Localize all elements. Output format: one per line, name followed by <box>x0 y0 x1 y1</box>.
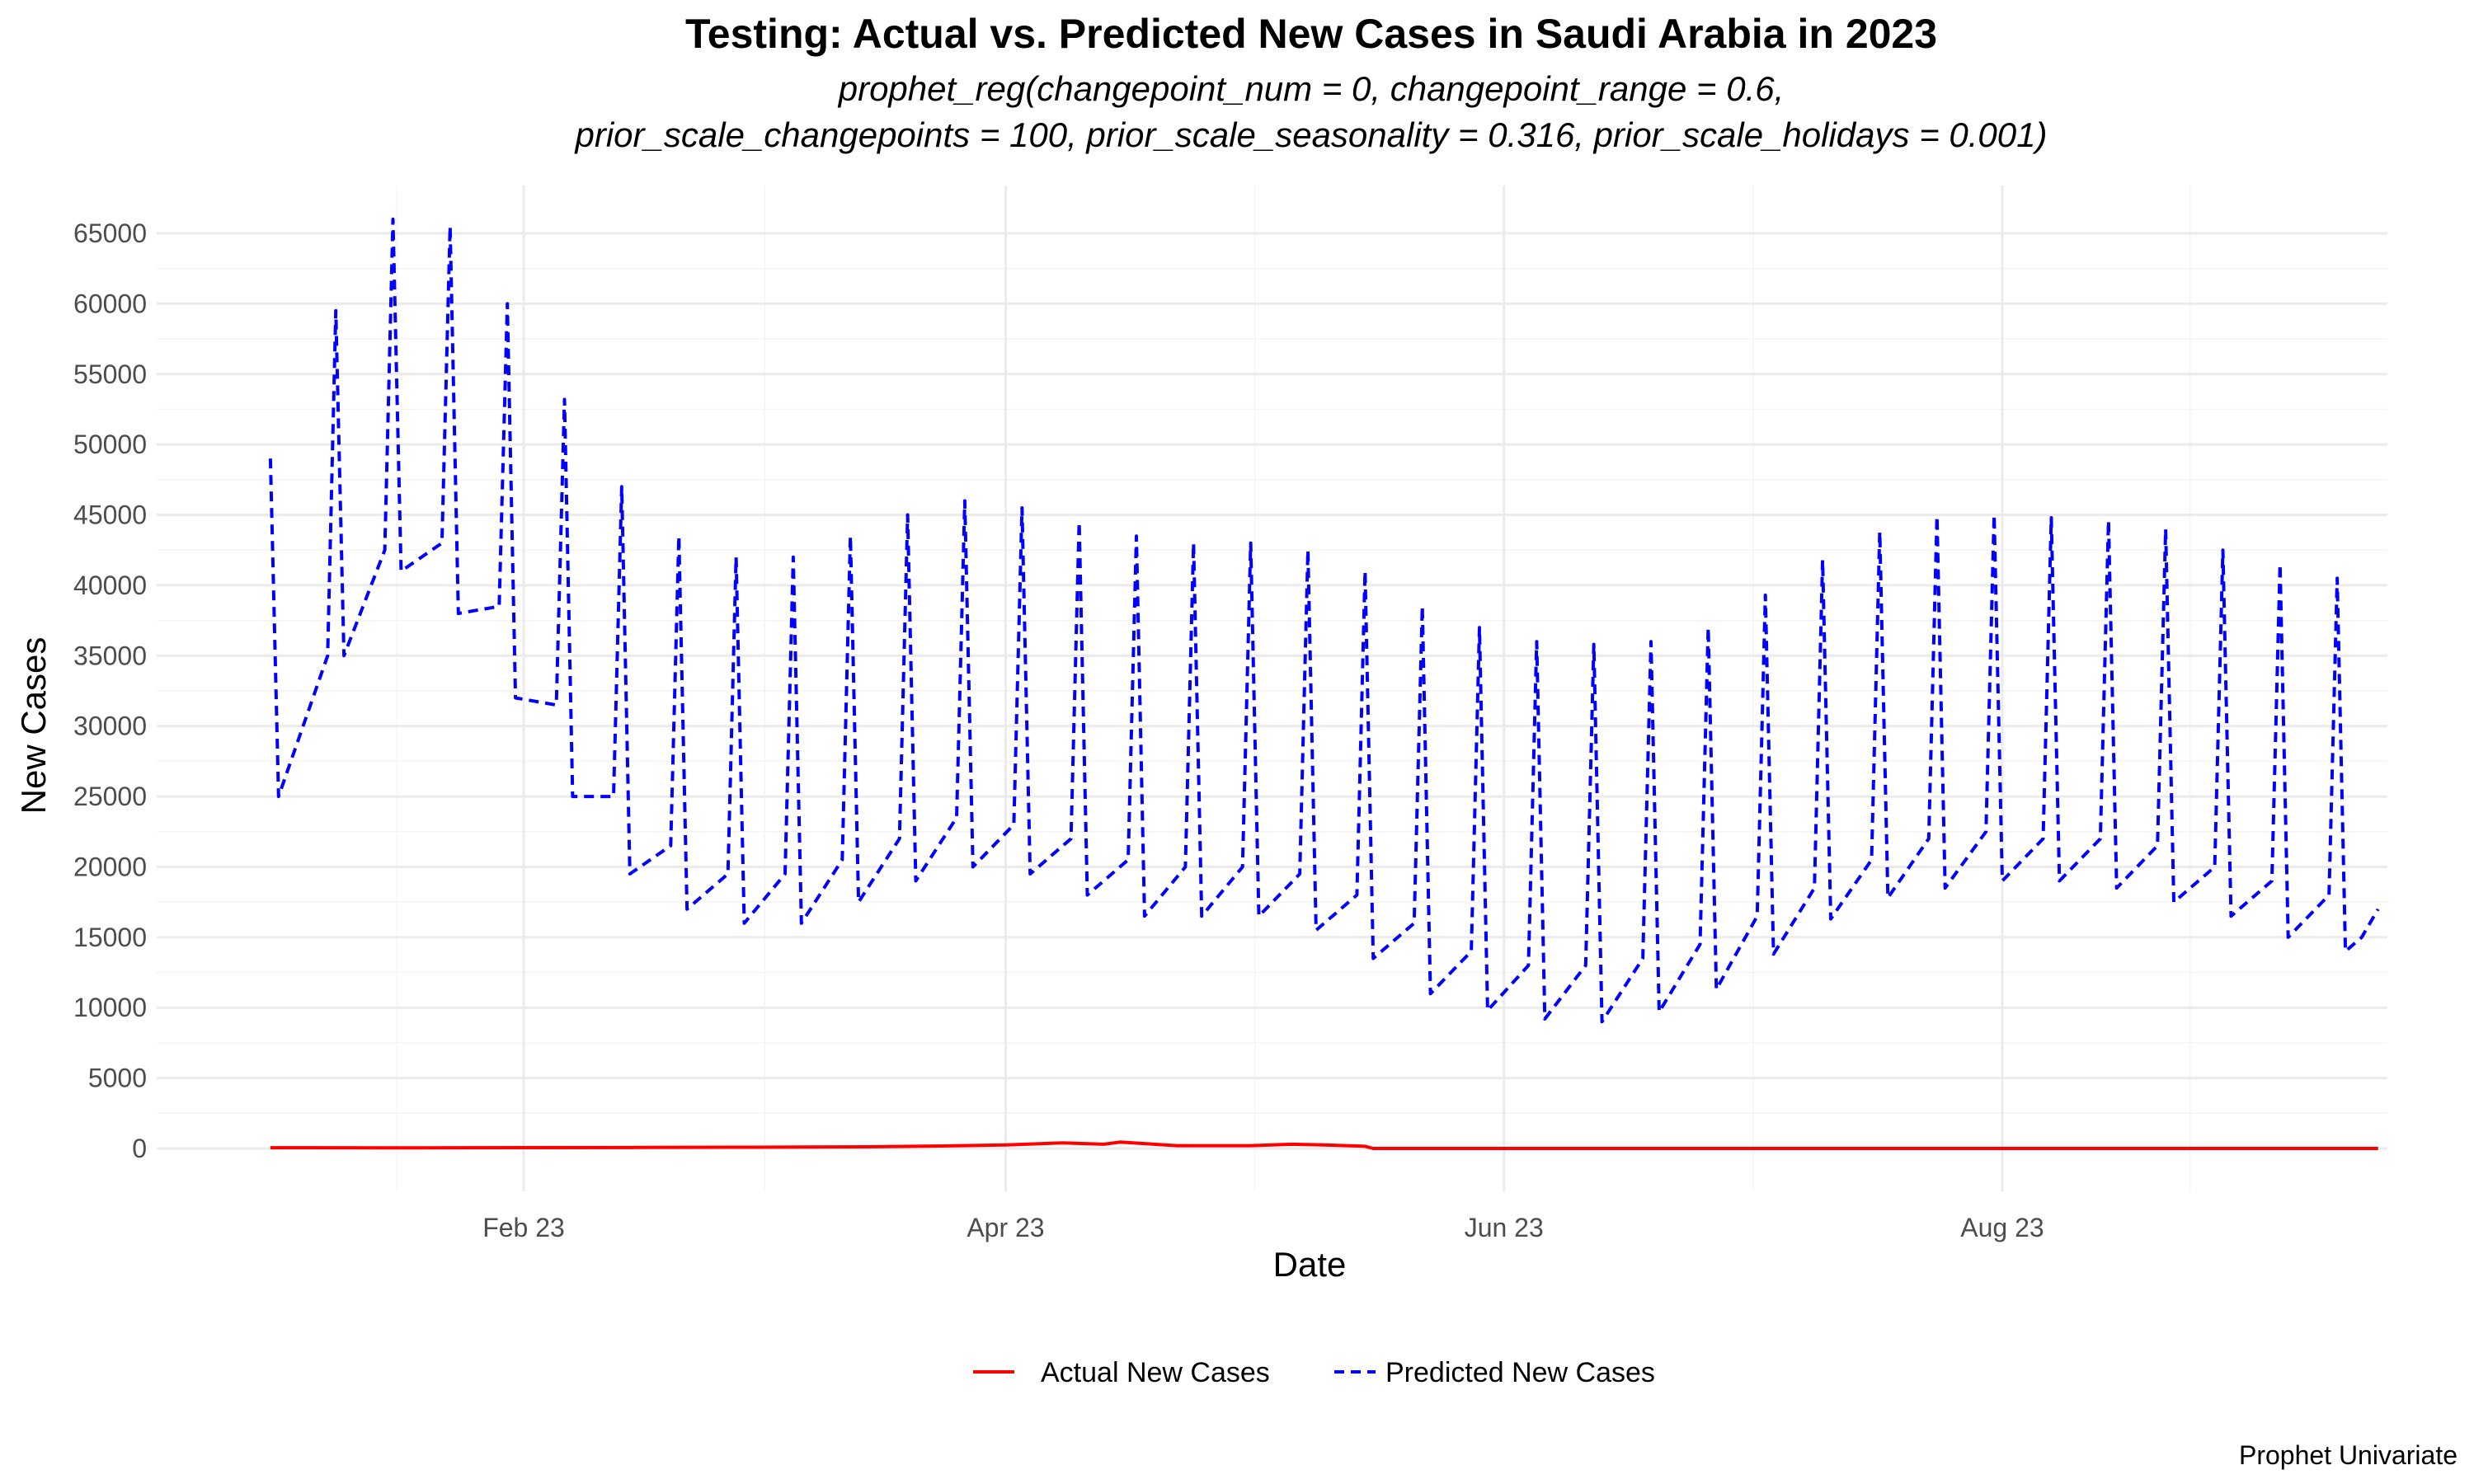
chart-title: Testing: Actual vs. Predicted New Cases … <box>685 11 1937 57</box>
x-tick-label: Jun 23 <box>1465 1213 1544 1242</box>
y-tick-label: 45000 <box>73 500 147 530</box>
series-line-predicted-new-cases <box>268 217 2380 1024</box>
y-tick-label: 15000 <box>73 923 147 952</box>
y-axis-title: New Cases <box>14 637 53 815</box>
chart-caption: Prophet Univariate <box>2239 1440 2458 1470</box>
series-layer <box>268 217 2380 1150</box>
y-tick-label: 20000 <box>73 852 147 881</box>
y-tick-label: 55000 <box>73 359 147 389</box>
legend-label-actual: Actual New Cases <box>1041 1357 1270 1388</box>
y-tick-label: 25000 <box>73 782 147 811</box>
y-tick-label: 0 <box>132 1134 147 1163</box>
x-tick-label: Aug 23 <box>1960 1213 2044 1242</box>
y-tick-label: 40000 <box>73 571 147 600</box>
y-tick-label: 35000 <box>73 641 147 670</box>
chart-subtitle-line-2: prior_scale_changepoints = 100, prior_sc… <box>574 115 2048 154</box>
y-tick-label: 65000 <box>73 218 147 248</box>
y-tick-label: 50000 <box>73 430 147 459</box>
series-line-actual-new-cases <box>270 1140 2378 1150</box>
legend-label-predicted: Predicted New Cases <box>1385 1357 1655 1388</box>
legend: Actual New Cases Predicted New Cases <box>973 1357 1655 1388</box>
y-axis-ticks: 0 5000 10000 15000 20000 25000 30000 35000 40000… <box>73 218 147 1163</box>
major-gridlines <box>157 186 2387 1191</box>
y-tick-label: 60000 <box>73 289 147 318</box>
y-tick-label: 5000 <box>88 1064 147 1093</box>
chart-subtitle-line-1: prophet_reg(changepoint_num = 0, changep… <box>837 69 1785 108</box>
x-axis-ticks: Feb 23 Apr 23 Jun 23 Aug 23 <box>482 1213 2044 1242</box>
x-tick-label: Feb 23 <box>482 1213 565 1242</box>
x-axis-title: Date <box>1273 1245 1347 1284</box>
x-tick-label: Apr 23 <box>967 1213 1044 1242</box>
y-tick-label: 10000 <box>73 993 147 1022</box>
y-tick-label: 30000 <box>73 711 147 741</box>
minor-gridlines <box>157 186 2387 1191</box>
